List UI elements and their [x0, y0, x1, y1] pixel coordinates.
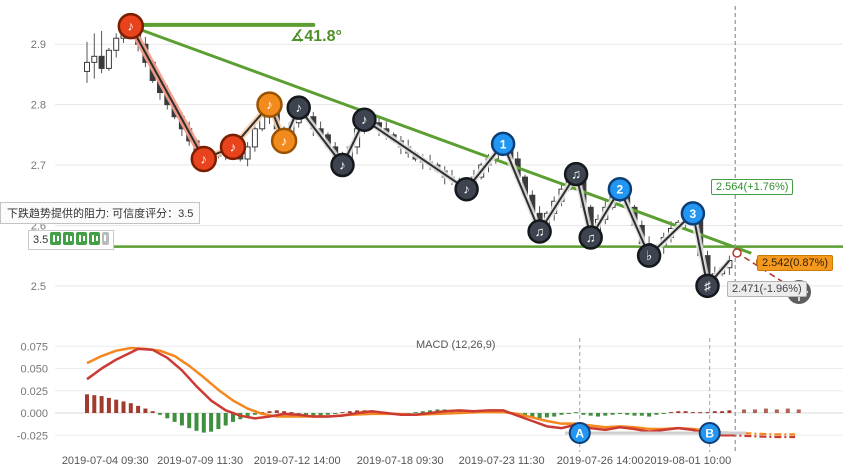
pivot-marker-♭[interactable]: ♭ [636, 243, 662, 268]
macd-indicator-label: MACD (12,26,9) [416, 339, 496, 351]
macd-dif-line [86, 347, 730, 437]
candles-layer [84, 21, 733, 294]
svg-text:♫: ♫ [571, 167, 581, 182]
svg-text:-0.025: -0.025 [17, 430, 48, 442]
svg-text:♪: ♪ [128, 19, 135, 34]
time-axis-labels: 2019-07-04 09:30 2019-07-09 11:30 2019-07-… [62, 455, 731, 467]
pivot-marker-♪[interactable]: ♪ [352, 107, 377, 132]
pivot-marker-2[interactable]: 2 [607, 176, 633, 202]
rating-candle-icon [63, 232, 75, 245]
resistance-price-tag: 2.564(+1.76%) [711, 179, 794, 195]
svg-text:A: A [575, 427, 584, 441]
svg-text:2: 2 [617, 183, 624, 197]
svg-text:2.7: 2.7 [31, 160, 46, 172]
svg-text:0.075: 0.075 [20, 341, 48, 353]
svg-text:♯: ♯ [704, 278, 711, 293]
pivot-marker-♯[interactable]: ♯ [695, 273, 720, 299]
svg-text:1: 1 [500, 137, 507, 151]
pivot-marker-♪[interactable]: ♪ [270, 127, 298, 155]
svg-text:2.9: 2.9 [31, 39, 46, 51]
svg-text:♪: ♪ [361, 112, 368, 127]
svg-text:♪: ♪ [201, 152, 208, 167]
svg-text:♭: ♭ [646, 248, 652, 263]
svg-text:2019-07-26 14:00: 2019-07-26 14:00 [557, 455, 644, 467]
pivot-marker-3[interactable]: 3 [680, 201, 706, 226]
price-axis-labels: 2.92.82.72.62.5 [31, 39, 46, 293]
macd-axis-labels: 0.075 0.050 0.025 0.000 -0.025 [17, 341, 48, 442]
pivot-marker-♪[interactable]: ♪ [330, 152, 355, 178]
svg-text:0.000: 0.000 [20, 408, 48, 420]
svg-text:B: B [705, 427, 714, 441]
rating-value: 3.5 [33, 234, 49, 246]
svg-text:2019-07-04 09:30: 2019-07-04 09:30 [62, 455, 149, 467]
event-lines [579, 6, 736, 452]
pivot-marker-1[interactable]: 1 [490, 131, 516, 157]
pivot-marker-♫[interactable]: ♫ [578, 225, 603, 250]
rating-candle-icon [76, 232, 88, 245]
pivot-marker-♫[interactable]: ♫ [563, 161, 589, 187]
rating-icons [48, 232, 110, 248]
svg-text:♪: ♪ [281, 133, 288, 148]
svg-text:2019-07-23 11:30: 2019-07-23 11:30 [459, 455, 545, 467]
svg-text:♪: ♪ [295, 100, 302, 115]
svg-text:♫: ♫ [586, 230, 596, 245]
svg-text:♪: ♪ [463, 182, 470, 197]
svg-text:♪: ♪ [230, 139, 237, 154]
pivot-marker-♪[interactable]: ♪ [454, 176, 479, 202]
current-price-point[interactable] [732, 248, 742, 258]
current-price-tag: 2.542(0.87%) [757, 255, 834, 271]
event-marker-A[interactable]: A [568, 422, 591, 444]
svg-text:0.025: 0.025 [20, 386, 48, 398]
low-price-tag: 2.471(-1.96%) [727, 281, 807, 297]
rating-candle-icon [89, 232, 101, 245]
svg-text:3: 3 [690, 207, 697, 221]
rating-candle-icon [50, 232, 62, 245]
trend-line [130, 24, 752, 255]
svg-text:2019-07-12 14:00: 2019-07-12 14:00 [254, 455, 341, 467]
pivot-marker-♪[interactable]: ♪ [117, 12, 145, 40]
pivot-markers: ♪ ♪ ♪ ♪ ♪ ♪ ♪ ♪ ♪ 1 ♫ ♫ ♫ 2 ♭ 3 ♯ [117, 12, 720, 299]
trend-angle-label: ∡41.8° [290, 28, 342, 45]
resistance-tooltip: 下跌趋势提供的阻力: 可信度评分：3.5 [0, 202, 201, 224]
svg-text:2.8: 2.8 [31, 100, 46, 112]
macd-dif-projection [729, 434, 796, 439]
pivot-marker-♪[interactable]: ♪ [219, 133, 247, 161]
rating-candle-icon-partial [102, 232, 110, 245]
pivot-marker-♪[interactable]: ♪ [190, 145, 218, 173]
svg-text:2019-08-01 10:00: 2019-08-01 10:00 [644, 455, 731, 467]
svg-text:2019-07-18 09:30: 2019-07-18 09:30 [357, 455, 444, 467]
pivot-marker-♫[interactable]: ♫ [527, 219, 552, 244]
event-marker-B[interactable]: B [698, 422, 721, 444]
svg-text:♪: ♪ [339, 158, 346, 173]
svg-text:♫: ♫ [535, 224, 545, 239]
pivot-marker-♪[interactable]: ♪ [286, 95, 311, 120]
svg-text:♪: ♪ [266, 97, 273, 112]
svg-text:0.050: 0.050 [20, 364, 48, 376]
svg-text:2.5: 2.5 [31, 281, 46, 293]
pivot-marker-♪[interactable]: ♪ [256, 91, 283, 118]
svg-text:2019-07-09 11:30: 2019-07-09 11:30 [157, 455, 243, 467]
confidence-rating-widget: 3.5 [28, 230, 115, 250]
